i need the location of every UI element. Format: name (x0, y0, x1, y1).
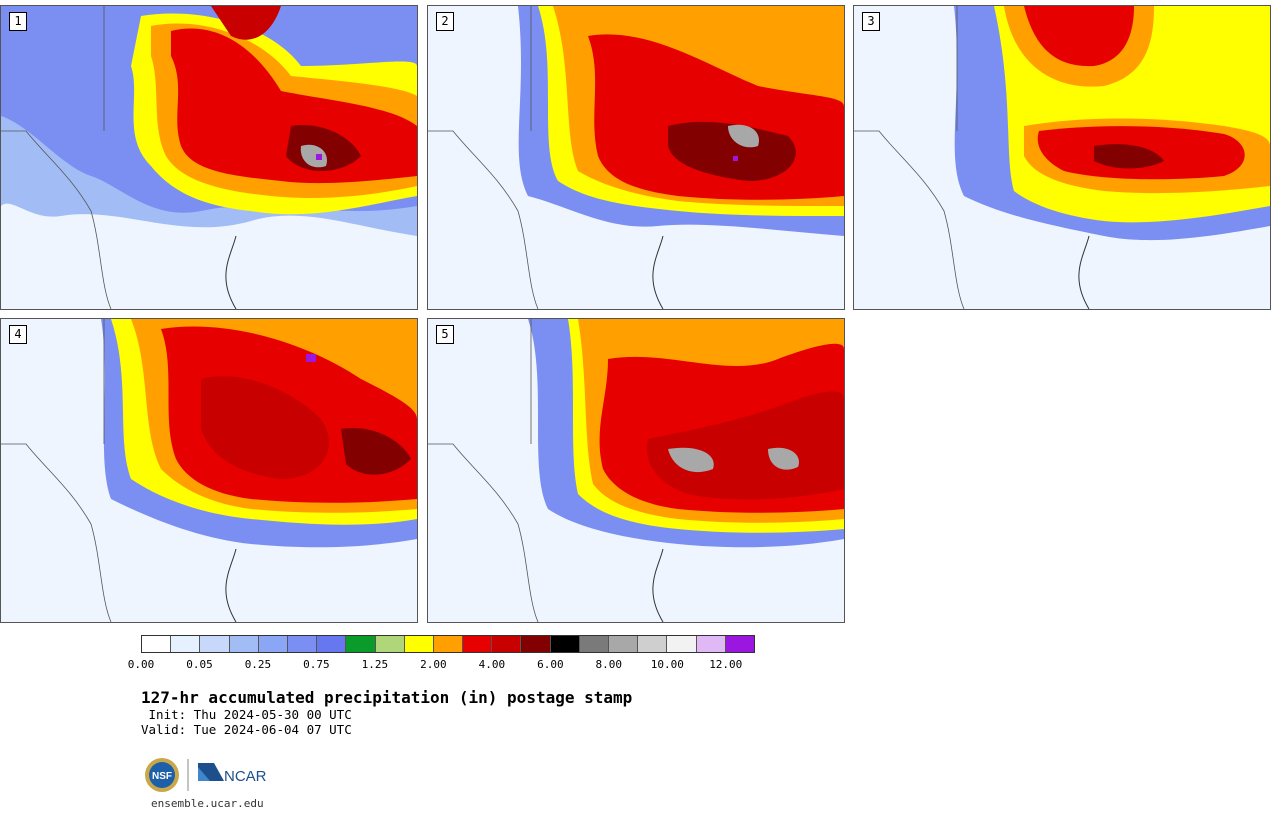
colorbar-swatch (463, 636, 493, 652)
precip-field (428, 6, 844, 309)
colorbar (141, 635, 755, 653)
init-time: Init: Thu 2024-05-30 00 UTC (141, 707, 352, 722)
colorbar-swatch (317, 636, 347, 652)
member-label: 4 (9, 325, 27, 344)
website-url[interactable]: ensemble.ucar.edu (151, 797, 264, 810)
member-3-map: 3 (853, 5, 1271, 310)
colorbar-ticks: 0.00 0.05 0.25 0.75 1.25 2.00 4.00 6.00 8.00 10.0… (128, 658, 755, 672)
member-label: 5 (436, 325, 454, 344)
colorbar-tick-label: 0.25 (244, 658, 272, 671)
colorbar-swatch (667, 636, 697, 652)
colorbar-swatch (696, 636, 726, 652)
colorbar-swatch (725, 636, 754, 652)
colorbar-swatch (404, 636, 434, 652)
colorbar-tick-label: 2.00 (420, 658, 447, 671)
colorbar-tick-label: 0.75 (303, 658, 330, 671)
colorbar-swatch (200, 636, 230, 652)
logos: NSF NCAR (144, 757, 274, 793)
colorbar-swatch (142, 636, 172, 652)
ncar-text: NCAR (224, 768, 267, 785)
member-4-map: 4 (0, 318, 418, 623)
nsf-logo: NSF (145, 758, 179, 792)
colorbar-swatch (287, 636, 318, 652)
colorbar-swatch (346, 636, 376, 652)
colorbar-tick-label: 0.00 (127, 658, 155, 671)
colorbar-tick-label: 4.00 (478, 658, 506, 671)
init-time-text: Init: Thu 2024-05-30 00 UTC (148, 707, 352, 722)
colorbar-swatch (521, 636, 551, 652)
colorbar-swatch (609, 636, 639, 652)
member-label: 3 (862, 12, 880, 31)
ncar-logo: NCAR (198, 763, 267, 785)
member-5-map: 5 (427, 318, 845, 623)
colorbar-tick-label: 10.00 (650, 658, 684, 671)
colorbar-swatch (579, 636, 609, 652)
logo-group: NSF NCAR (145, 758, 267, 792)
colorbar-swatch (229, 636, 259, 652)
member-2-map: 2 (427, 5, 845, 310)
valid-time: Valid: Tue 2024-06-04 07 UTC (141, 722, 352, 737)
colorbar-swatch (258, 636, 288, 652)
figure-title: 127-hr accumulated precipitation (in) po… (141, 688, 633, 707)
member-label: 2 (436, 12, 454, 31)
colorbar-swatch (492, 636, 522, 652)
colorbar-tick-label: 6.00 (537, 658, 564, 671)
colorbar-swatch (375, 636, 405, 652)
member-1-map: 1 (0, 5, 418, 310)
member-label: 1 (9, 12, 27, 31)
colorbar-swatch (550, 636, 580, 652)
precip-field (1, 319, 417, 622)
colorbar-swatch (638, 636, 668, 652)
nsf-text: NSF (152, 771, 172, 782)
colorbar-swatch (171, 636, 201, 652)
colorbar-tick-label: 8.00 (595, 658, 623, 671)
precip-field (1, 6, 417, 309)
precip-field (428, 319, 844, 622)
colorbar-tick-label: 12.00 (709, 658, 743, 671)
colorbar-tick-label: 0.05 (186, 658, 213, 671)
colorbar-tick-label: 1.25 (361, 658, 389, 671)
colorbar-swatch (433, 636, 464, 652)
precip-field (854, 6, 1270, 309)
